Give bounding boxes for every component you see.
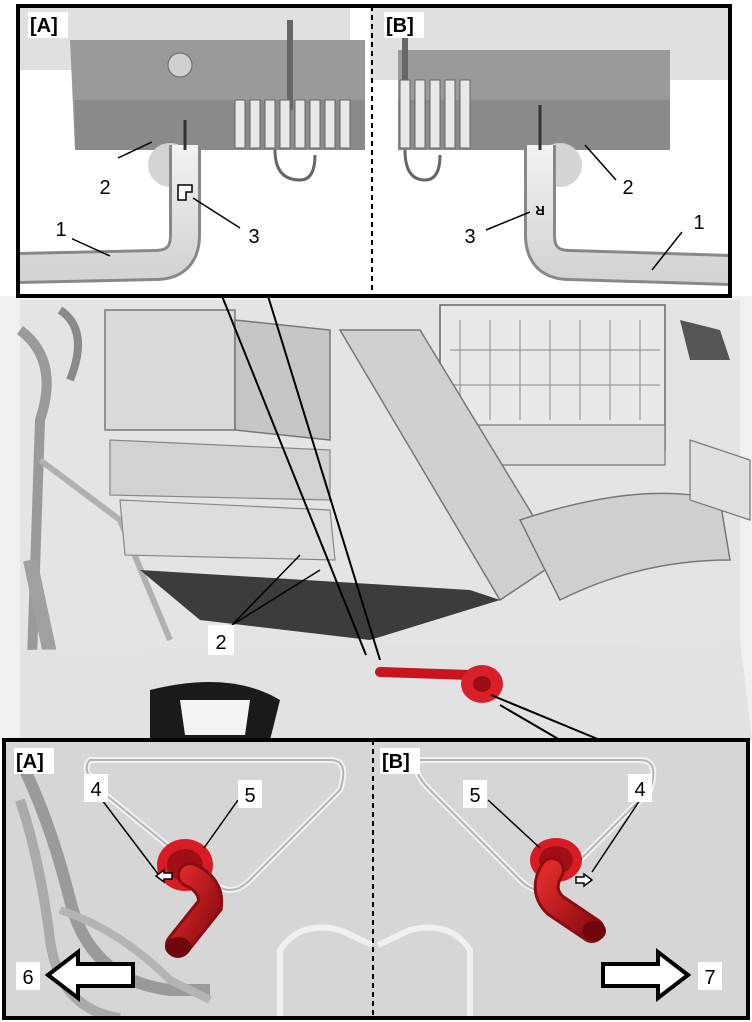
top-detail-panel: R [18,6,730,296]
bottom-panel-label-b: [B] [382,751,410,773]
bottom-panel-label-a: [A] [16,751,44,773]
bottom-right-callout-5: 5 [469,785,480,807]
top-panel-frame [16,4,732,298]
top-panel-label-a: [A] [30,15,58,37]
zoom-leader-lines [221,295,601,741]
bottom-left-callout-4: 4 [90,779,101,801]
bottom-right-callout-7: 7 [704,967,715,989]
top-left-callout-2: 2 [99,177,110,199]
bottom-left-callout-5: 5 [244,785,255,807]
bottom-panel-frame [2,738,750,1020]
overview-illustration [0,296,752,740]
svg-text:R: R [535,203,545,218]
top-right-callout-1: 1 [693,212,704,234]
bottom-labels [14,748,722,990]
bottom-detail-panel [4,740,748,1018]
bottom-left-callout-6: 6 [22,967,33,989]
top-left-callout-1: 1 [55,219,66,241]
top-right-callout-3: 3 [464,226,475,248]
top-labels [28,12,710,248]
overview-callout-2: 2 [215,632,226,654]
top-panel-label-b: [B] [386,15,414,37]
bottom-right-callout-4: 4 [634,779,645,801]
top-right-callout-2: 2 [622,177,633,199]
top-left-callout-3: 3 [248,226,259,248]
